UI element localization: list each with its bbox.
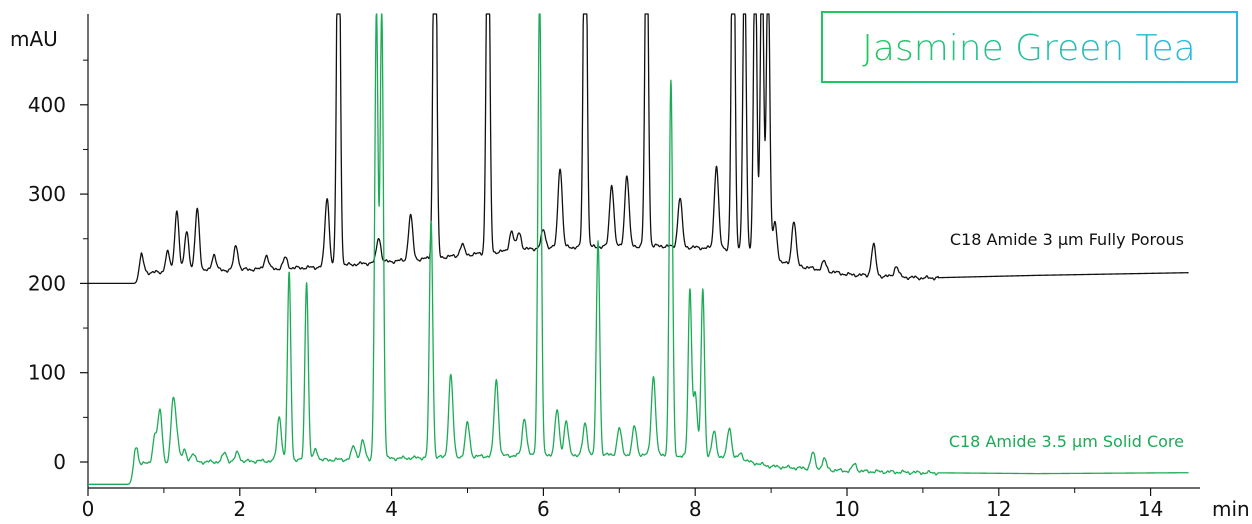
y-tick-label: 400 xyxy=(28,93,66,117)
x-tick-label: 0 xyxy=(82,497,95,521)
series-label-solid-core: C18 Amide 3.5 µm Solid Core xyxy=(949,432,1184,451)
x-axis-ticks: 0 2 4 6 8 10 12 14 xyxy=(82,488,1163,521)
y-axis-unit: mAU xyxy=(10,27,58,51)
title-frame xyxy=(821,11,1238,83)
chart-title: Jasmine Green Tea xyxy=(862,28,1195,69)
series-line-fully-porous xyxy=(87,13,1189,285)
x-tick-label: 12 xyxy=(986,497,1011,521)
x-tick-label: 10 xyxy=(834,497,859,521)
x-axis-unit: min xyxy=(1212,497,1250,521)
y-axis-ticks: 0 100 200 300 400 xyxy=(28,59,88,474)
series-label-fully-porous: C18 Amide 3 µm Fully Porous xyxy=(950,230,1184,249)
x-tick-label: 4 xyxy=(385,497,398,521)
y-tick-label: 0 xyxy=(53,450,66,474)
x-tick-label: 2 xyxy=(233,497,246,521)
series-line-solid-core xyxy=(87,13,1189,485)
y-tick-label: 100 xyxy=(28,361,66,385)
y-tick-label: 200 xyxy=(28,271,66,295)
x-tick-label: 8 xyxy=(689,497,702,521)
x-tick-label: 6 xyxy=(537,497,550,521)
series-layer xyxy=(87,13,1189,485)
x-tick-label: 14 xyxy=(1138,497,1163,521)
chart-title-box: Jasmine Green Tea xyxy=(821,11,1238,83)
y-tick-label: 300 xyxy=(28,182,66,206)
